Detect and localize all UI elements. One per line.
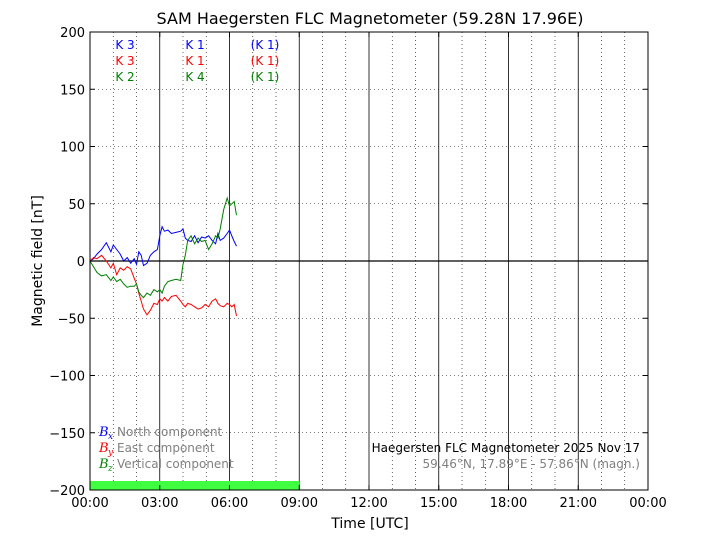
legend-symbol: B: [98, 425, 109, 440]
k-index-label: K 3: [115, 54, 134, 68]
legend-entry: Vertical component: [117, 457, 234, 471]
legend-subscript: z: [107, 464, 113, 474]
tick-marks: [89, 31, 649, 491]
y-tick-label: −100: [49, 370, 85, 385]
k-index-label: K 2: [115, 70, 134, 84]
k-index-label: (K 1): [251, 38, 280, 52]
data-availability-bar: [90, 481, 300, 490]
legend-entry: East component: [117, 441, 215, 455]
k-index-label: K 4: [185, 70, 204, 84]
x-tick-labels: 00:00 03:00 06:00 09:00 12:00 15:00 18:00 21:00…: [71, 496, 666, 511]
y-tick-label: 200: [60, 26, 85, 41]
y-tick-label: −200: [49, 484, 85, 499]
data-availability-rect: [90, 481, 300, 490]
x-tick-label: 06:00: [211, 496, 248, 511]
x-tick-label: 12:00: [350, 496, 387, 511]
x-tick-label: 03:00: [141, 496, 178, 511]
x-tick-label: 00:00: [629, 496, 666, 511]
x-tick-label: 18:00: [490, 496, 527, 511]
k-index-label: (K 1): [251, 54, 280, 68]
legend-symbol: B: [98, 457, 109, 472]
series-line-north: [89, 225, 237, 267]
chart-title: SAM Haegersten FLC Magnetometer (59.28N …: [157, 9, 584, 28]
y-tick-label: 100: [60, 141, 85, 156]
x-axis-label: Time [UTC]: [330, 516, 408, 532]
k-index-labels: K 3 K 3 K 2 K 1 K 1 K 4 (K 1) (K 1) (K 1): [115, 38, 279, 84]
k-index-label: (K 1): [251, 70, 280, 84]
k-index-label: K 1: [185, 38, 204, 52]
y-tick-label: −50: [58, 312, 85, 327]
y-tick-label: 0: [77, 255, 85, 270]
y-tick-label: 150: [60, 83, 85, 98]
legend-subscript: x: [108, 432, 113, 442]
y-tick-label: 50: [68, 198, 85, 213]
legend-entry: North component: [117, 425, 223, 439]
legend-symbol: B: [98, 441, 109, 456]
x-tick-label: 00:00: [71, 496, 108, 511]
y-tick-labels: 200 150 100 50 0 −50 −100 −150 −200: [49, 26, 85, 499]
series-line-east: [89, 254, 237, 317]
x-tick-label: 15:00: [420, 496, 457, 511]
series-line-vertical: [89, 196, 237, 299]
x-tick-label: 21:00: [560, 496, 597, 511]
series-lines: [89, 196, 237, 317]
station-annotation: Haegersten FLC Magnetometer 2025 Nov 17: [372, 441, 640, 455]
k-index-label: K 1: [185, 54, 204, 68]
coordinates-annotation: 59.46°N, 17.89°E - 57.86°N (magn.): [423, 457, 640, 471]
k-index-label: K 3: [115, 38, 134, 52]
y-tick-label: −150: [49, 427, 85, 442]
x-tick-label: 09:00: [281, 496, 318, 511]
y-axis-label: Magnetic field [nT]: [30, 195, 46, 327]
legend-subscript: y: [107, 448, 114, 458]
